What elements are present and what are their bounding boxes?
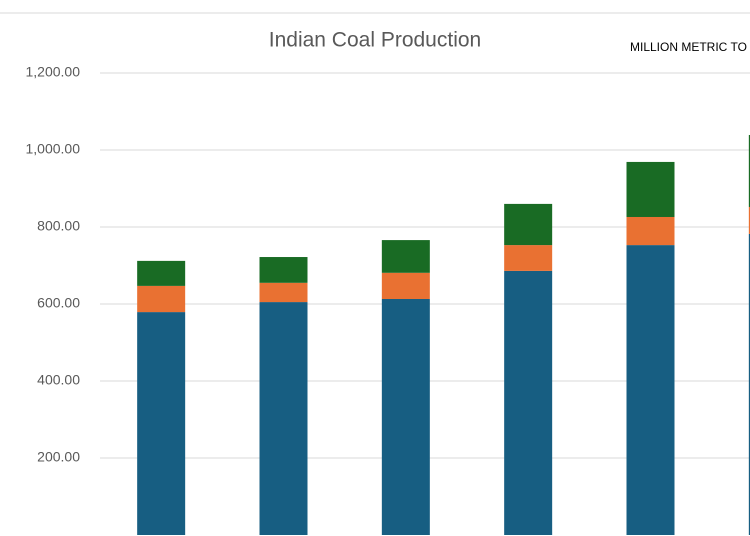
y-tick-label: 200.00 xyxy=(37,449,80,465)
bar-segment xyxy=(748,206,750,234)
y-tick-label: 400.00 xyxy=(37,372,80,388)
bar-segment xyxy=(748,134,750,207)
bar-segment xyxy=(504,270,553,535)
bar-segment xyxy=(137,285,186,313)
bar-segment xyxy=(259,257,308,283)
chart-title: Indian Coal Production xyxy=(269,29,481,52)
bar-segment xyxy=(381,272,430,299)
bar-segment xyxy=(626,245,675,535)
y-tick-label: 1,200.00 xyxy=(26,64,81,80)
bar-segment xyxy=(381,298,430,535)
unit-annotation: MILLION METRIC TO xyxy=(630,40,747,54)
y-tick-label: 800.00 xyxy=(37,218,80,234)
bar-segment xyxy=(626,161,675,217)
bar-segment xyxy=(259,282,308,303)
bar-segment xyxy=(137,312,186,535)
bar-segment xyxy=(381,240,430,273)
bar-segment xyxy=(626,216,675,246)
bar-segment xyxy=(504,203,553,246)
bar-segment xyxy=(137,260,186,286)
y-tick-label: 1,000.00 xyxy=(26,141,81,157)
bar-segment xyxy=(259,302,308,535)
bar-segment xyxy=(504,245,553,271)
bar-segment xyxy=(748,233,750,535)
y-tick-label: 600.00 xyxy=(37,295,80,311)
